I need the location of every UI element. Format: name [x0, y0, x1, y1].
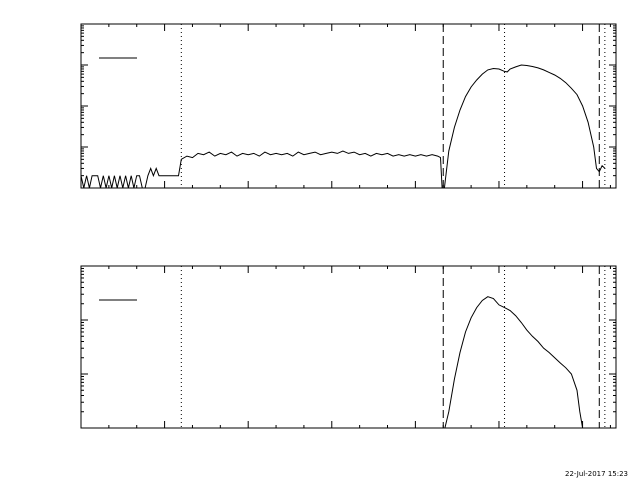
plot-frame	[80, 23, 617, 189]
plot-frame	[80, 265, 617, 429]
timestamp-footer: 22-Jul-2017 15:23	[565, 470, 628, 478]
series-line	[80, 64, 606, 189]
panel-lo	[80, 23, 617, 189]
panel-hi	[80, 265, 617, 429]
series-line	[444, 296, 584, 429]
